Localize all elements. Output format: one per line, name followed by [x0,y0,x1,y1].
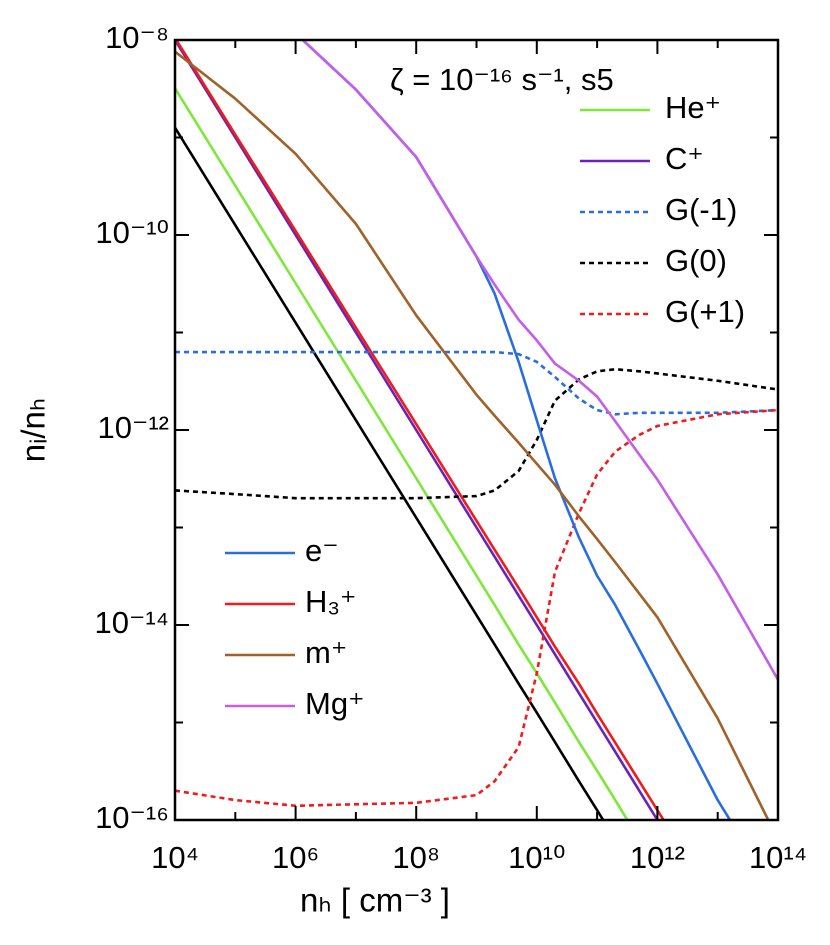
series-line [175,350,778,416]
legend-text: He⁺ [665,90,721,125]
series-line [175,50,770,820]
series-line [175,40,659,820]
y-tick-label: 10⁻¹⁰ [95,215,169,250]
y-tick-label: 10⁻¹⁴ [95,605,170,640]
legend-text: C⁺ [665,141,704,176]
annotation: ζ = 10⁻¹⁶ s⁻¹, s5 [390,62,614,97]
series-line [175,87,629,820]
y-axis-label: nᵢ/nₕ [15,398,52,462]
x-axis-label: nₕ [ cm⁻³ ] [300,882,450,919]
x-tick-label: 10¹⁴ [749,840,807,875]
y-tick-label: 10⁻¹² [98,410,170,445]
y-tick-label: 10⁻⁸ [105,20,169,55]
x-tick-label: 10¹² [630,840,685,875]
plot-lines [175,40,778,820]
x-tick-label: 10⁸ [392,840,440,875]
legend-text: G(+1) [665,294,745,329]
legend-text: m⁺ [305,635,347,670]
series-line [300,40,778,681]
x-tick-label: 10⁴ [151,840,199,875]
series-line [175,408,778,808]
series-line [175,40,666,820]
legend-text: e⁻ [305,533,339,568]
series-line [175,127,605,820]
series-line [175,367,778,500]
x-tick-label: 10¹⁰ [508,840,565,875]
legend-text: G(-1) [665,192,737,227]
y-tick-label: 10⁻¹⁶ [95,800,169,835]
legend-text: Mg⁺ [305,686,364,721]
x-tick-label: 10⁶ [272,840,319,875]
series-line [300,40,732,820]
legend-text: G(0) [665,243,727,278]
legend-text: H₃⁺ [305,584,356,619]
